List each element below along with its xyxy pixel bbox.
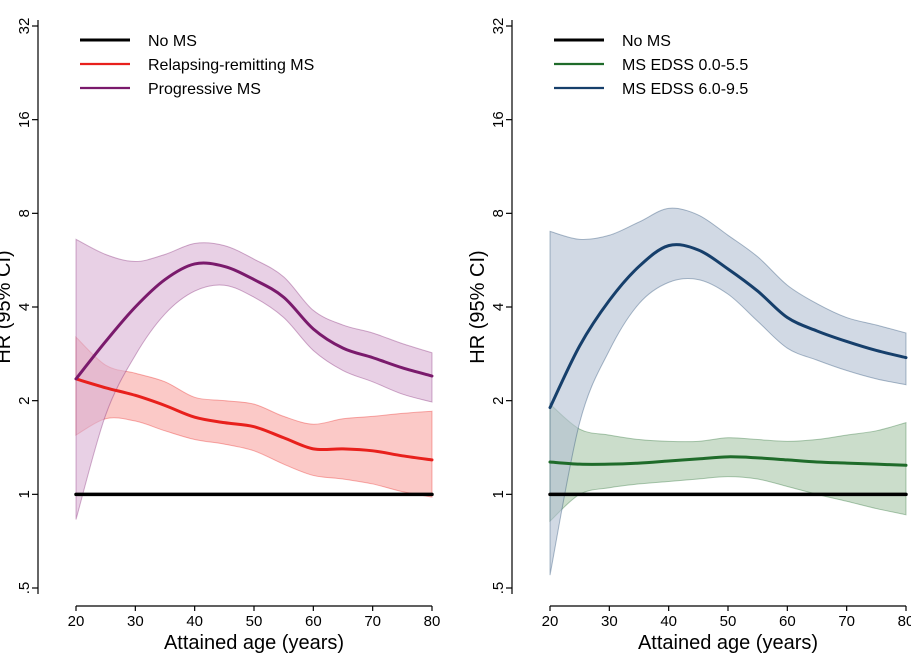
ci-band-1-2 [549,207,907,576]
y-tick-label-1-0: .5 [490,582,507,595]
x-tick-label-1-6: 80 [898,613,911,630]
x-tick-label-0-3: 50 [246,613,263,630]
y-tick-label-0-4: 8 [16,209,33,217]
y-tick-label-0-2: 2 [16,396,33,404]
x-tick-label-0-4: 60 [305,613,322,630]
x-tick-label-1-2: 40 [660,613,677,630]
x-tick-label-0-2: 40 [186,613,203,630]
chart-panel-left: .5 1 2 4 8 16 32 HR (95% CI) 20 30 40 50 60 70 80 Attai… [0,18,440,654]
y-tick-label-0-6: 32 [16,18,33,35]
y-tick-label-0-5: 16 [16,111,33,128]
legend-label-0-0: No MS [148,33,197,50]
y-tick-label-1-5: 16 [490,111,507,128]
y-tick-label-0-1: 1 [16,490,33,498]
ci-band-1-1 [549,403,907,523]
x-axis-label-0: Attained age (years) [164,632,344,654]
x-tick-label-0-6: 80 [424,613,441,630]
legend-label-0-1: Relapsing-remitting MS [148,57,314,74]
series-line-1-2 [548,243,908,410]
y-tick-label-0-3: 4 [16,303,33,311]
y-tick-label-0-0: .5 [16,582,33,595]
legend-label-1-0: No MS [622,33,671,50]
x-tick-label-1-5: 70 [838,613,855,630]
x-tick-label-1-1: 30 [601,613,618,630]
y-tick-label-1-6: 32 [490,18,507,35]
x-tick-label-1-0: 20 [542,613,559,630]
ci-band-0-1 [75,335,433,498]
series-line-0-1 [74,377,434,462]
legend-label-1-2: MS EDSS 6.0-9.5 [622,81,748,98]
series-line-0-2 [74,261,434,381]
y-tick-label-1-1: 1 [490,490,507,498]
x-tick-label-1-3: 50 [720,613,737,630]
y-axis-label-0: HR (95% CI) [0,250,15,363]
series-line-1-1 [548,455,908,467]
x-tick-label-1-4: 60 [779,613,796,630]
x-tick-label-0-5: 70 [364,613,381,630]
chart-panel-right: .5 1 2 4 8 16 32 HR (95% CI) 20 30 40 50 60 70 80 Attai… [467,18,911,654]
x-tick-label-0-0: 20 [68,613,85,630]
y-tick-label-1-2: 2 [490,396,507,404]
x-axis-label-1: Attained age (years) [638,632,818,654]
legend-label-1-1: MS EDSS 0.0-5.5 [622,57,748,74]
x-tick-label-0-1: 30 [127,613,144,630]
legend-label-0-2: Progressive MS [148,81,261,98]
y-tick-label-1-3: 4 [490,303,507,311]
ci-band-0-2 [75,238,433,520]
y-tick-label-1-4: 8 [490,209,507,217]
y-axis-label-1: HR (95% CI) [467,250,489,363]
